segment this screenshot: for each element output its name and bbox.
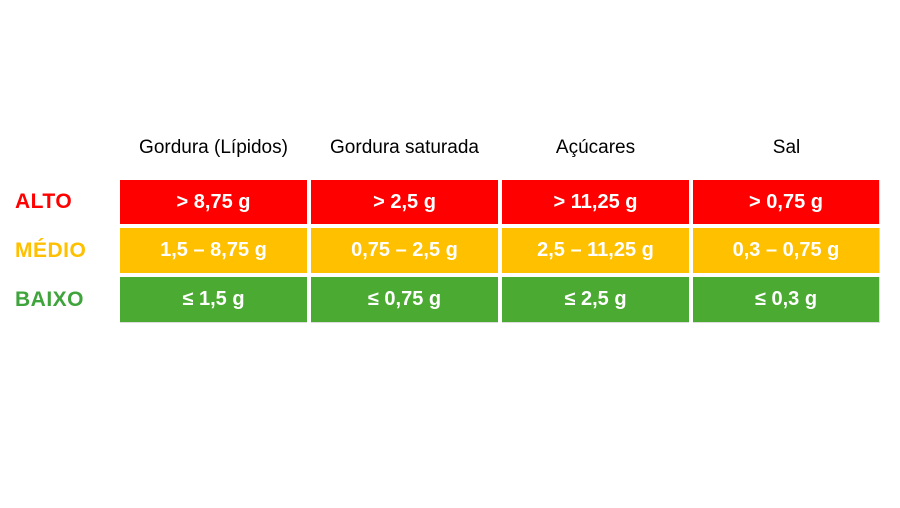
value-cell-baixo-acucares: ≤ 2,5 g (502, 277, 689, 323)
threshold-grid: Gordura (Lípidos) Gordura saturada Açúca… (14, 135, 880, 323)
column-header-acucares: Açúcares (555, 137, 636, 158)
value-cell-baixo-sal: ≤ 0,3 g (693, 277, 880, 323)
column-header-gordura-saturada: Gordura saturada (330, 137, 479, 158)
value-cell-alto-gordura: > 8,75 g (120, 180, 307, 224)
value-cell-medio-acucares: 2,5 – 11,25 g (502, 228, 689, 273)
row-label-medio: MÉDIO (15, 238, 87, 262)
value-cell-medio-sal: 0,3 – 0,75 g (693, 228, 880, 273)
value-cell-medio-saturada: 0,75 – 2,5 g (311, 228, 498, 273)
value-cell-baixo-gordura: ≤ 1,5 g (120, 277, 307, 323)
column-header-sal: Sal (772, 137, 801, 158)
value-cell-alto-acucares: > 11,25 g (502, 180, 689, 224)
value-cell-medio-gordura: 1,5 – 8,75 g (120, 228, 307, 273)
corner-spacer (14, 135, 116, 176)
row-label-alto: ALTO (15, 190, 73, 213)
row-label-baixo: BAIXO (15, 288, 85, 311)
column-header-gordura-lipidos: Gordura (Lípidos) (139, 137, 288, 158)
value-cell-alto-sal: > 0,75 g (693, 180, 880, 224)
value-cell-alto-saturada: > 2,5 g (311, 180, 498, 224)
value-cell-baixo-saturada: ≤ 0,75 g (311, 277, 498, 323)
